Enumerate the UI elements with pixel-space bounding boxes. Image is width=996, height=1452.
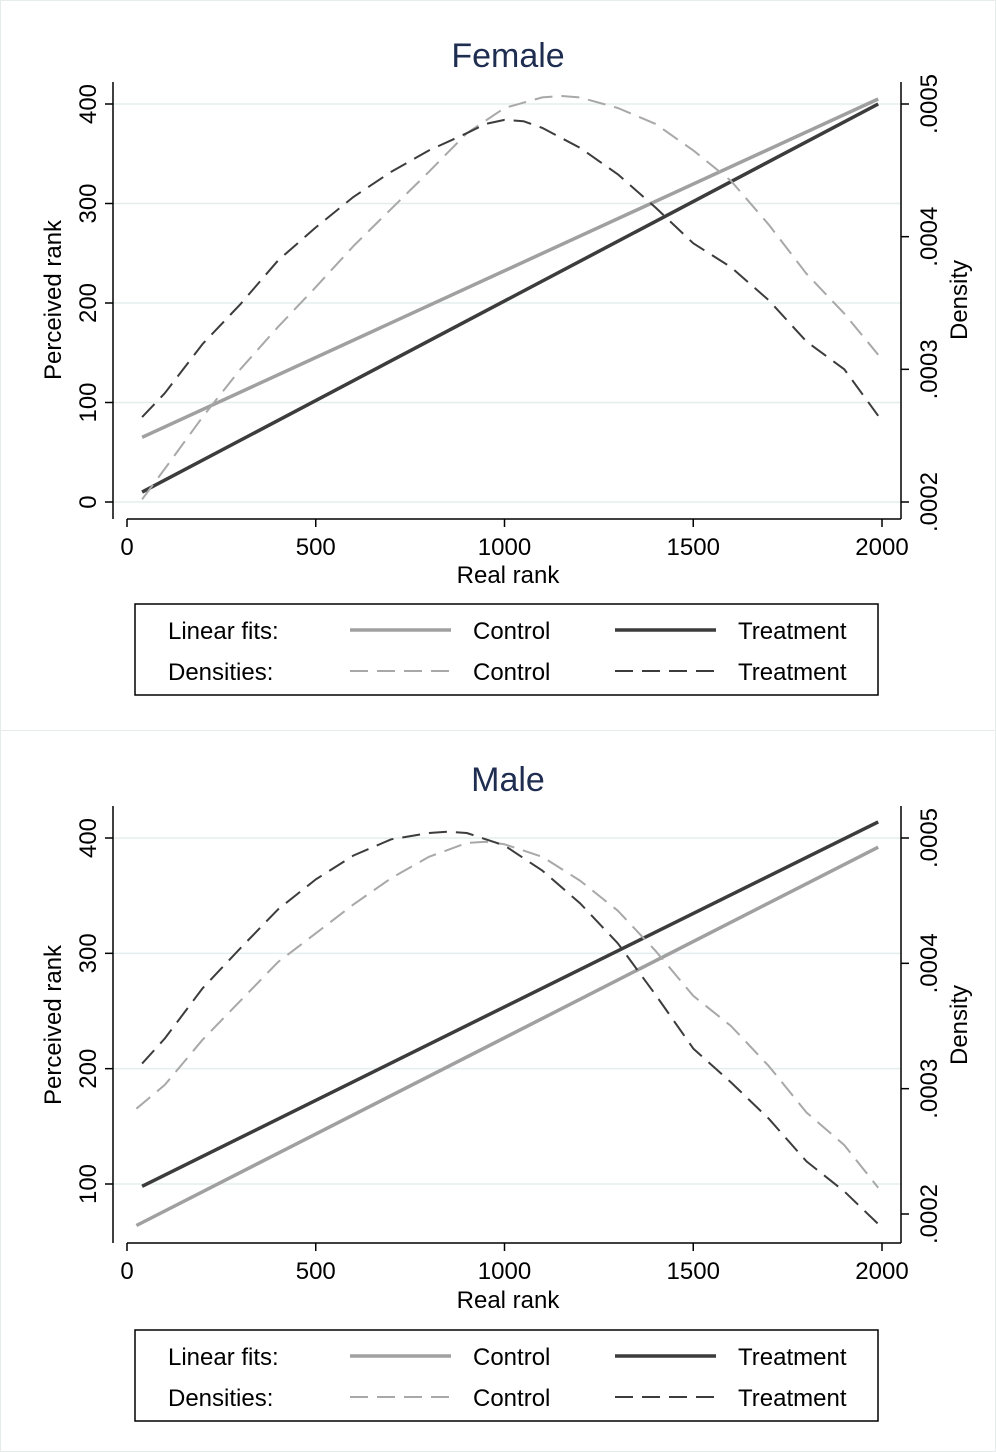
y2-tick-label: .0002 [916, 472, 943, 532]
x-tick-label: 1500 [667, 534, 720, 561]
y-tick-label: 100 [75, 382, 102, 422]
chart-title: Male [471, 761, 545, 799]
y2-axis-label: Density [946, 260, 973, 340]
y-axis-label: Perceived rank [40, 944, 67, 1105]
x-tick-label: 2000 [855, 1258, 908, 1285]
y2-tick-label: .0003 [916, 1059, 943, 1119]
legend-entry-control-fit: Control [473, 1344, 550, 1371]
y2-tick-label: .0005 [916, 74, 943, 134]
x-tick-label: 500 [296, 1258, 336, 1285]
y2-tick-label: .0003 [916, 339, 943, 399]
y-tick-label: 200 [75, 1049, 102, 1089]
linear-fit-line-treatment [141, 102, 880, 494]
y2-axis-label: Density [946, 985, 973, 1065]
series-group [141, 95, 880, 500]
legend-entry-treatment-density: Treatment [738, 659, 847, 686]
density-line-control [135, 840, 879, 1189]
legend-entry-treatment-density: Treatment [738, 1385, 847, 1412]
x-tick-label: 2000 [855, 534, 908, 561]
gridlines [113, 103, 901, 503]
density-line-control [141, 95, 879, 500]
ticks: 0 100 200 300 400 .0002 .0003 .0004 .0005 0 500 100… [75, 74, 943, 561]
legend-entry-control-fit: Control [473, 618, 550, 645]
y2-tick-label: .0004 [916, 933, 943, 993]
linear-fit-line-control [135, 845, 879, 1228]
legend: Linear fits: Densities: Control Treatmen… [134, 1329, 879, 1422]
legend-entry-treatment-fit: Treatment [738, 1344, 847, 1371]
x-tick-label: 0 [120, 1258, 133, 1285]
x-tick-label: 500 [296, 534, 336, 561]
legend-row-label-linear: Linear fits: [168, 618, 279, 645]
legend-box [134, 603, 879, 696]
x-axis-label: Real rank [457, 562, 561, 589]
density-line-treatment [141, 830, 879, 1225]
y-tick-label: 400 [75, 84, 102, 124]
legend-row-label-density: Densities: [168, 659, 273, 686]
legend-entry-control-density: Control [473, 659, 550, 686]
legend-box [134, 1329, 879, 1422]
y2-tick-label: .0004 [916, 207, 943, 267]
y-tick-label: 100 [75, 1164, 102, 1204]
y2-tick-label: .0005 [916, 808, 943, 868]
legend-row-label-density: Densities: [168, 1385, 273, 1412]
x-tick-label: 1000 [478, 534, 531, 561]
chart-male: Male 100 200 300 400 .0002 .0003 .0004 .0005 0 50… [40, 761, 973, 1422]
legend-row-label-linear: Linear fits: [168, 1344, 279, 1371]
x-tick-label: 0 [120, 534, 133, 561]
y-tick-label: 400 [75, 818, 102, 858]
chart-female: Female 0 100 200 300 400 .0002 .0003 .0004 .0005… [40, 37, 973, 696]
x-axis-label: Real rank [457, 1287, 561, 1314]
y2-tick-label: .0002 [916, 1184, 943, 1244]
linear-fit-line-control [141, 97, 879, 439]
density-line-treatment [141, 118, 880, 418]
ticks: 100 200 300 400 .0002 .0003 .0004 .0005 0 500 1000… [75, 808, 943, 1285]
x-tick-label: 1500 [667, 1258, 720, 1285]
linear-fit-line-treatment [141, 820, 879, 1188]
x-tick-label: 1000 [478, 1258, 531, 1285]
legend-entry-treatment-fit: Treatment [738, 618, 847, 645]
y-tick-label: 300 [75, 933, 102, 973]
y-tick-label: 0 [75, 495, 102, 508]
y-axis-label: Perceived rank [40, 219, 67, 380]
series-group [135, 820, 879, 1228]
y-tick-label: 200 [75, 283, 102, 323]
chart-title: Female [451, 37, 564, 75]
legend-entry-control-density: Control [473, 1385, 550, 1412]
legend: Linear fits: Densities: Control Treatmen… [134, 603, 879, 696]
y-tick-label: 300 [75, 183, 102, 223]
